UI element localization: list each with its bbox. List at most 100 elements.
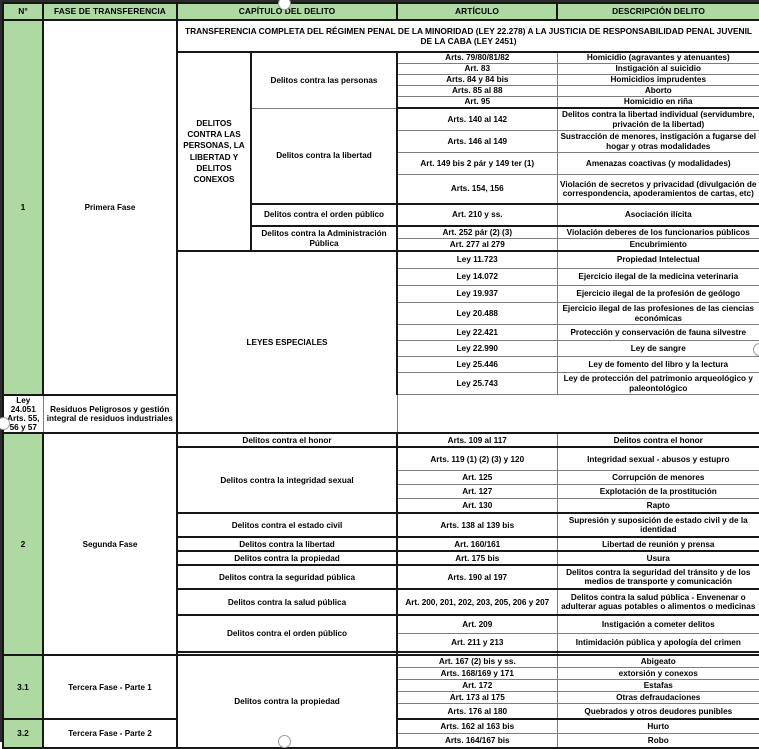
articulo-cell: Art. 200, 201, 202, 203, 205, 206 y 207 [396, 588, 558, 617]
articulo-cell: Art. 175 bis [396, 550, 558, 567]
table-row: Delitos contra el orden público Art. 210… [3, 203, 759, 227]
descripcion-cell: Otras defraudaciones [556, 691, 759, 705]
descripcion-cell: Encubrimiento [556, 238, 759, 252]
table-row: Delitos contra la libertad Arts. 140 al … [3, 107, 759, 205]
articulo-cell: Arts. 85 al 88 [396, 85, 558, 97]
descripcion-cell: Ejercicio ilegal de la profesión de geól… [556, 285, 759, 303]
descripcion-cell: Asociación ilícita [556, 203, 759, 227]
column-header-capitulo: CAPÍTULO DEL DELITO [175, 2, 399, 21]
table-row: Arts. 154, 156 Violación de secretos y p… [3, 174, 759, 205]
table-row: Delitos contra la propiedad Art. 175 bis… [3, 550, 759, 567]
articulo-cell: Arts. 79/80/81/82 [396, 51, 558, 64]
table-row: Ley 20.488 Ejercicio ilegal de las profe… [3, 302, 759, 325]
group-label-leyes-especiales: LEYES ESPECIALES [175, 250, 398, 435]
table-row: Delitos contra la Administración Pública… [3, 225, 759, 252]
articulo-cell: Art. 211 y 213 [396, 633, 558, 654]
chapter-propiedad-3: Delitos contra la propiedad [175, 654, 398, 749]
articulo-cell: Arts. 109 al 117 [396, 432, 558, 449]
articulo-cell: Art. 125 [396, 470, 558, 486]
table-row: DELITOS CONTRA LAS PERSONAS, LA LIBERTAD… [3, 51, 759, 252]
descripcion-cell: extorsión y conexos [556, 667, 759, 681]
table-header: N° FASE DE TRANSFERENCIA CAPÍTULO DEL DE… [2, 2, 759, 21]
articulo-cell: Ley 25.743 [396, 372, 558, 395]
descripcion-cell: Explotación de la prostitución [556, 484, 759, 500]
descripcion-cell: Residuos Peligrosos y gestión integral d… [42, 394, 178, 435]
descripcion-cell: Instigación al suicidio [556, 63, 759, 75]
section-fase-2: Segunda Fase [42, 432, 178, 657]
chapter-delitos-libertad: Delitos contra la libertad [249, 107, 398, 205]
section-fase-32: Tercera Fase - Parte 2 [42, 718, 178, 749]
section-number-2: 2 [2, 432, 44, 657]
table-row: Ley 25.743 Ley de protección del patrimo… [3, 372, 759, 395]
articulo-cell: Arts. 164/167 bis [396, 733, 558, 749]
table-row: LEYES ESPECIALES Ley 11.723 Propiedad In… [3, 250, 759, 435]
articulo-cell: Ley 22.990 [396, 340, 558, 357]
descripcion-cell: Intimidación pública y apología del crim… [556, 633, 759, 654]
articulo-cell: Arts. 84 y 84 bis [396, 74, 558, 86]
chapter-orden-publico: Delitos contra el orden público [249, 203, 398, 227]
table-row: Delitos contra el estado civil Arts. 138… [3, 512, 759, 539]
descripcion-cell: Usura [556, 550, 759, 567]
descripcion-cell: Rapto [556, 498, 759, 515]
column-header-numero: N° [2, 2, 44, 21]
descripcion-cell: Delitos contra la libertad individual (s… [556, 107, 759, 131]
section-number-32: 3.2 [2, 718, 44, 749]
column-header-articulo: ARTÍCULO [396, 2, 559, 21]
descripcion-cell: Aborto [556, 85, 759, 97]
articulo-cell: Art. 130 [396, 498, 558, 515]
table-row: Art. 130 Rapto [3, 498, 759, 515]
header-row: N° FASE DE TRANSFERENCIA CAPÍTULO DEL DE… [2, 2, 759, 21]
table-row: Arts. 84 y 84 bis Homicidios imprudentes [3, 74, 759, 86]
descripcion-cell: Ley de sangre [556, 340, 759, 357]
articulo-cell: Art. 95 [396, 96, 558, 109]
chapter-administracion-publica: Delitos contra la Administración Pública [249, 225, 398, 252]
table-row: 3.1 Tercera Fase - Parte 1 Delitos contr… [2, 654, 759, 749]
articulo-cell: Art. 160/161 [396, 536, 558, 553]
descripcion-cell: Supresión y suposición de estado civil y… [556, 512, 759, 539]
articulo-cell: Arts. 138 al 139 bis [396, 512, 558, 539]
descripcion-cell: Robo [556, 733, 759, 749]
descripcion-cell: Violación deberes de los funcionarios pú… [556, 225, 759, 239]
articulo-cell: Arts. 146 al 149 [396, 130, 558, 153]
chapter-delitos-personas: Delitos contra las personas [249, 51, 398, 109]
descripcion-cell: Propiedad Intelectual [556, 250, 759, 269]
articulo-cell: Art. 210 y ss. [396, 203, 558, 227]
descripcion-cell: Instigación a cometer delitos [556, 614, 759, 635]
banner-transferencia: TRANSFERENCIA COMPLETA DEL RÉGIMEN PENAL… [175, 19, 759, 53]
descripcion-cell: Ejercicio ilegal de las profesiones de l… [556, 302, 759, 325]
table-row: Ley 25.446 Ley de fomento del libro y la… [3, 356, 759, 373]
table-row: Art. 277 al 279 Encubrimiento [3, 238, 759, 252]
descripcion-cell: Amenazas coactivas (y modalidades) [556, 152, 759, 175]
chapter-seguridad-publica: Delitos contra la seguridad pública [175, 564, 398, 591]
table-row: Ley 22.990 Ley de sangre [3, 340, 759, 357]
articulo-cell: Ley 14.072 [396, 268, 558, 286]
articulo-cell: Ley 25.446 [396, 356, 558, 373]
spacer-row [3, 651, 759, 657]
chapter-delitos-honor: Delitos contra el honor [175, 432, 398, 449]
table-row: Delitos contra la libertad Art. 160/161 … [3, 536, 759, 553]
descripcion-cell: Integridad sexual - abusos y estupro [556, 446, 759, 472]
chapter-libertad-2: Delitos contra la libertad [175, 536, 398, 553]
articulo-cell: Art. 209 [396, 614, 558, 635]
descripcion-cell: Delitos contra la salud pública - Envene… [556, 588, 759, 617]
descripcion-cell: Corrupción de menores [556, 470, 759, 486]
articulo-cell: Arts. 176 al 180 [396, 703, 558, 721]
column-header-fase: FASE DE TRANSFERENCIA [42, 2, 178, 21]
table-row: Art. 149 bis 2 pár y 149 ter (1) Amenaza… [3, 152, 759, 175]
table-row: Delitos contra la salud pública Art. 200… [3, 588, 759, 617]
articulo-cell: Arts. 190 al 197 [396, 564, 558, 591]
section-number-1: 1 [2, 19, 44, 396]
descripcion-cell: Protección y conservación de fauna silve… [556, 324, 759, 341]
descripcion-cell: Violación de secretos y privacidad (divu… [556, 174, 759, 205]
chapter-propiedad-2: Delitos contra la propiedad [175, 550, 398, 567]
descripcion-cell: Delitos contra la seguridad del tránsito… [556, 564, 759, 591]
articulo-cell: Art. 127 [396, 484, 558, 500]
descripcion-cell: Estafas [556, 679, 759, 693]
table-row: 2 Segunda Fase Delitos contra el honor A… [2, 432, 759, 657]
descripcion-cell: Hurto [556, 718, 759, 735]
articulo-cell: Arts. 168/169 y 171 [396, 667, 558, 681]
descripcion-cell: Libertad de reunión y prensa [556, 536, 759, 553]
section-number-31: 3.1 [2, 654, 44, 721]
articulo-cell: Arts. 162 al 163 bis [396, 718, 558, 735]
descripcion-cell: Quebrados y otros deudores punibles [556, 703, 759, 721]
